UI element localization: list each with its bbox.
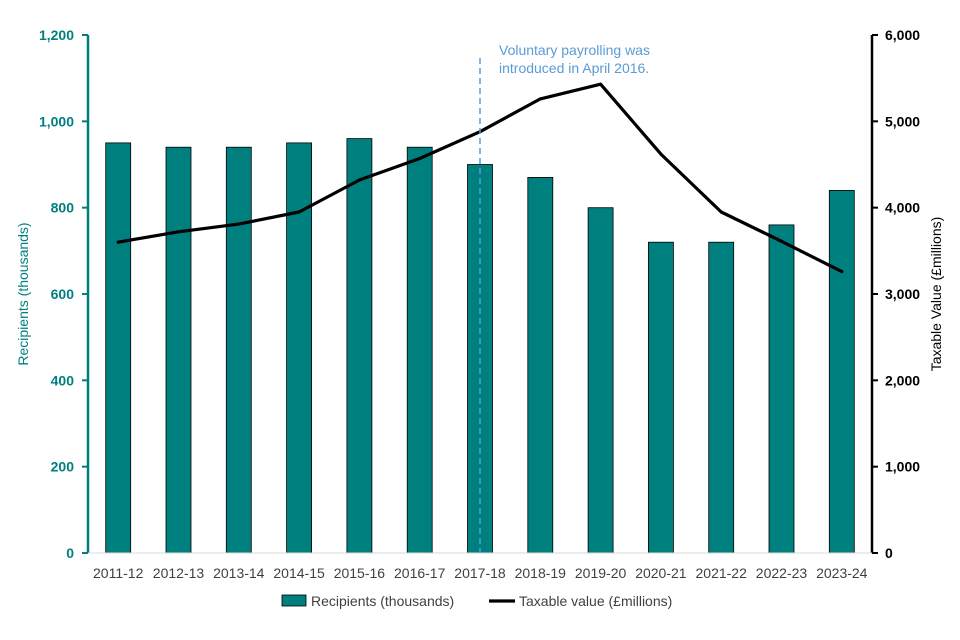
x-tick-label: 2013-14 (213, 565, 265, 581)
left-tick-label: 600 (51, 286, 75, 302)
bar-2023-24 (828, 189, 855, 554)
left-tick-label: 1,200 (39, 27, 74, 43)
line-point-2013-14 (237, 222, 241, 226)
right-tick-label: 1,000 (885, 459, 920, 475)
left-tick-label: 400 (51, 372, 75, 388)
bar-2019-20 (587, 207, 614, 554)
left-tick-label: 800 (51, 200, 75, 216)
bar-2011-12 (105, 142, 132, 554)
line-point-2021-22 (719, 210, 723, 214)
left-tick-label: 200 (51, 459, 75, 475)
left-tick-label: 1,000 (39, 113, 74, 129)
bar-2015-16 (346, 138, 373, 554)
x-tick-label: 2011-12 (93, 565, 144, 581)
right-tick-label: 3,000 (885, 286, 920, 302)
bar-2012-13 (165, 146, 192, 554)
x-tick-label: 2017-18 (454, 565, 506, 581)
x-tick-label: 2023-24 (816, 565, 868, 581)
legend-bar-label: Recipients (thousands) (311, 593, 454, 609)
line-point-2012-13 (177, 230, 180, 234)
x-tick-label: 2018-19 (515, 565, 567, 581)
legend-line-label: Taxable value (£millions) (519, 593, 672, 609)
line-point-2019-20 (599, 82, 603, 86)
line-point-2018-19 (538, 97, 542, 101)
right-tick-label: 2,000 (885, 372, 920, 388)
annotation-text-line-1: Voluntary payrolling was (499, 42, 650, 58)
x-tick-label: 2015-16 (334, 565, 386, 581)
left-tick-label: 0 (66, 545, 74, 561)
bar-2013-14 (225, 146, 252, 554)
x-tick-label: 2022-23 (756, 565, 808, 581)
right-tick-label: 0 (885, 545, 893, 561)
right-axis-title: Taxable Value (£millions) (928, 217, 944, 372)
x-tick-label: 2019-20 (575, 565, 627, 581)
line-point-2023-24 (840, 270, 844, 274)
x-tick-label: 2020-21 (635, 565, 687, 581)
bar-2018-19 (527, 176, 554, 554)
legend: Recipients (thousands) Taxable value (£mi… (281, 593, 672, 609)
x-tick-label: 2012-13 (153, 565, 205, 581)
bar-2022-23 (768, 224, 795, 554)
right-tick-label: 4,000 (885, 200, 920, 216)
left-axis-title: Recipients (thousands) (15, 222, 31, 365)
bar-2014-15 (286, 142, 313, 554)
line-point-2014-15 (297, 210, 301, 214)
bar-2020-21 (648, 241, 674, 554)
line-point-2020-21 (659, 152, 663, 156)
annotation: Voluntary payrolling was introduced in Ap… (479, 42, 650, 553)
x-tick-label: 2014-15 (273, 565, 325, 581)
line-point-2016-17 (418, 157, 422, 160)
right-tick-label: 5,000 (885, 113, 920, 129)
x-tick-label: 2021-22 (696, 565, 748, 581)
line-point-2011-12 (116, 240, 120, 244)
bar-2021-22 (708, 241, 735, 554)
line-point-2022-23 (780, 239, 783, 243)
bar-2016-17 (406, 146, 433, 554)
axes: 0 200 400 600 800 1,000 1,200 0 1,000 2,000 3,000 4… (15, 27, 944, 581)
annotation-text-line-2: introduced in April 2016. (499, 60, 649, 76)
legend-bar-swatch (281, 594, 307, 607)
bar-series (105, 138, 855, 554)
x-tick-label: 2016-17 (394, 565, 446, 581)
right-tick-label: 6,000 (885, 27, 920, 43)
line-point-2015-16 (357, 178, 361, 182)
